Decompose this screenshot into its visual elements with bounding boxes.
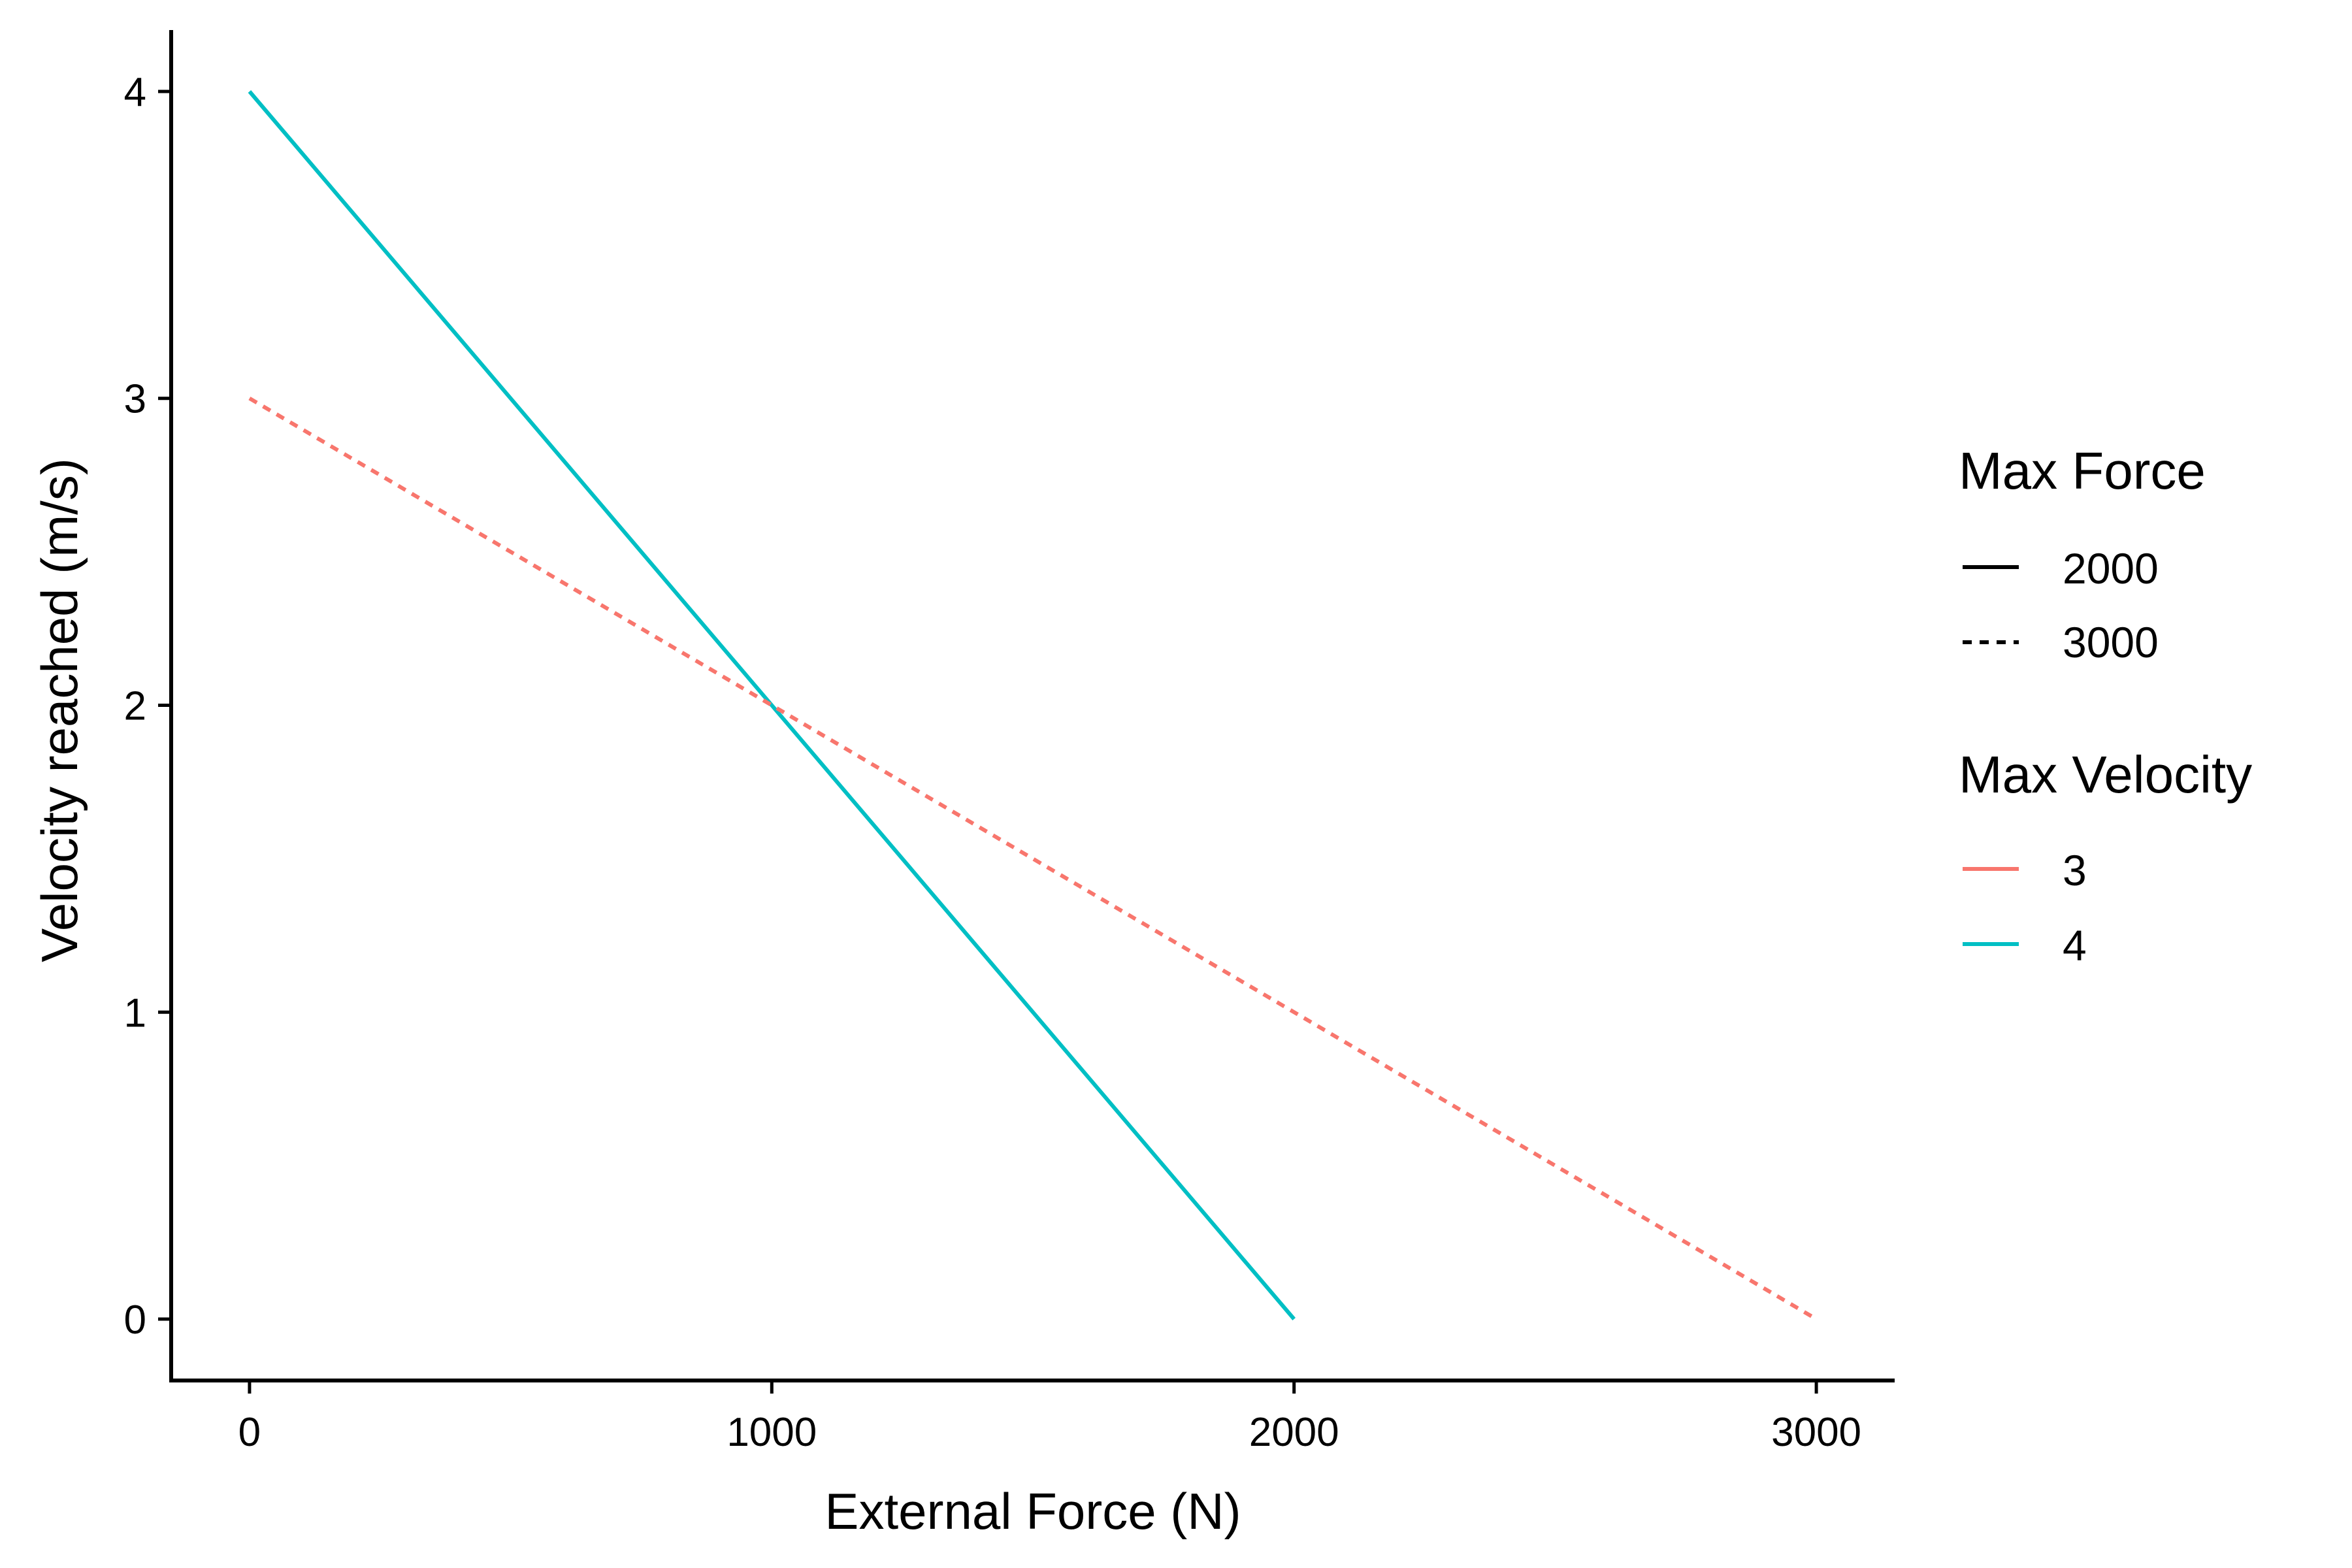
y-tick-label: 2	[124, 684, 146, 729]
series-line-maxforce-3000	[248, 397, 1818, 1321]
y-tick-label: 0	[124, 1298, 146, 1343]
legend-label-4: 4	[2063, 921, 2087, 970]
x-tick-label: 1000	[727, 1410, 817, 1455]
x-ticks: 0 1000 2000 3000	[238, 1380, 1861, 1455]
legend-label-3000: 3000	[2063, 618, 2159, 666]
y-axis-title: Velocity reached (m/s)	[31, 458, 88, 962]
legend-label-3: 3	[2063, 846, 2087, 894]
legend-title-max-velocity: Max Velocity	[1959, 745, 2252, 804]
y-tick-label: 1	[124, 990, 146, 1036]
series-line-maxforce-2000	[248, 90, 1296, 1320]
legend-title-max-force: Max Force	[1959, 442, 2206, 500]
x-tick-label: 2000	[1249, 1410, 1339, 1455]
x-tick-label: 3000	[1771, 1410, 1861, 1455]
legend-label-2000: 2000	[2063, 544, 2159, 593]
y-tick-label: 4	[124, 70, 146, 115]
y-tick-label: 3	[124, 377, 146, 422]
series-layer	[248, 90, 1818, 1321]
x-axis-title: External Force (N)	[825, 1482, 1241, 1540]
x-tick-label: 0	[238, 1410, 261, 1455]
legend: Max Force 2000 3000 Max Velocity 3 4	[1959, 442, 2252, 970]
y-ticks: 0 1 2 3 4	[124, 70, 171, 1343]
